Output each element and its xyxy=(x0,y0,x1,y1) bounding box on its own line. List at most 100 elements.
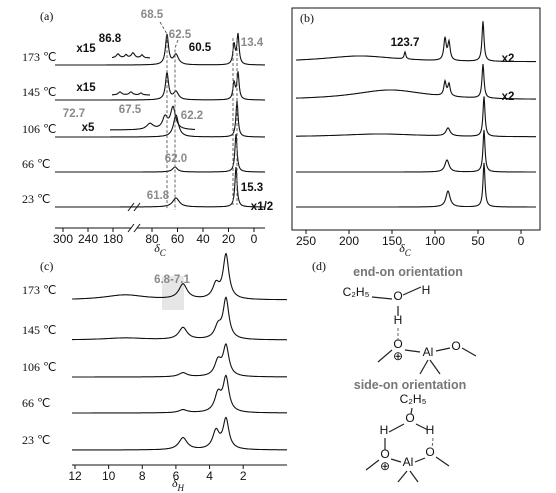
x-tick-label: 50 xyxy=(471,234,485,248)
annotation: x5 xyxy=(82,122,95,134)
annotation: 60.5 xyxy=(189,42,212,54)
atom: O xyxy=(451,339,460,353)
inset-spectrum xyxy=(110,105,195,131)
annotation: 62.2 xyxy=(181,110,203,122)
annotation: x1/2 xyxy=(251,201,273,213)
x-axis-symbol: δ xyxy=(154,241,160,255)
x-axis-label: δC xyxy=(154,241,167,258)
x-tick-label: 4 xyxy=(206,469,213,483)
x-tick-label: 60 xyxy=(171,232,185,246)
spectrum xyxy=(72,252,287,301)
atom: O xyxy=(393,289,402,303)
spectrum xyxy=(55,166,265,208)
annotation: 123.7 xyxy=(391,37,420,49)
atom: Al xyxy=(403,455,414,469)
x-tick-label: 150 xyxy=(382,234,402,248)
spectrum xyxy=(72,374,287,414)
annotation: 13.4 xyxy=(241,37,264,49)
trace-label: 66 ℃ xyxy=(22,396,50,410)
panel-label: (a) xyxy=(40,9,53,23)
bond-dashed xyxy=(431,437,434,450)
x-tick-label: 240 xyxy=(78,232,98,246)
trace-label: 145 ℃ xyxy=(22,85,56,99)
atom: O xyxy=(405,411,414,425)
bond xyxy=(371,286,422,316)
x-axis-label: δH xyxy=(172,476,185,493)
x-axis-label: δC xyxy=(399,241,412,258)
x-tick-label: 0 xyxy=(251,232,258,246)
atom: ⊕ xyxy=(380,459,390,473)
trace-label: 66 ℃ xyxy=(22,157,50,171)
x-axis-subscript: H xyxy=(177,483,185,493)
axis-break xyxy=(127,223,141,233)
annotation: x2 xyxy=(502,91,515,103)
x-axis-subscript: C xyxy=(160,248,167,258)
spectrum xyxy=(72,343,287,378)
x-tick-label: 10 xyxy=(102,469,116,483)
spectrum xyxy=(55,32,265,66)
x-tick-label: 6 xyxy=(173,469,180,483)
bond xyxy=(365,407,450,483)
x-tick-label: 8 xyxy=(139,469,146,483)
x-tick-label: 300 xyxy=(53,232,73,246)
annotation: 6.8-7.1 xyxy=(154,274,190,286)
diagram-title: side-on orientation xyxy=(354,378,467,392)
spectrum xyxy=(55,100,265,138)
highlight-band xyxy=(162,276,184,310)
x-axis-symbol: δ xyxy=(172,476,178,490)
spectrum xyxy=(55,133,265,173)
trace-label: 173 ℃ xyxy=(22,283,56,297)
annotation: 62.0 xyxy=(165,153,187,165)
annotation: x2 xyxy=(502,53,515,65)
annotation: 15.3 xyxy=(241,182,263,194)
trace-label: 23 ℃ xyxy=(22,433,50,447)
annotation: 62.5 xyxy=(169,29,192,41)
atom: O xyxy=(425,445,434,459)
x-tick-label: 40 xyxy=(196,232,210,246)
spectrum xyxy=(296,21,536,63)
annotation: 72.7 xyxy=(63,108,85,120)
x-axis-subscript: C xyxy=(405,248,412,258)
x-tick-label: 180 xyxy=(103,232,123,246)
x-tick-label: 100 xyxy=(425,234,445,248)
spectrum xyxy=(296,162,536,208)
atom: ⊕ xyxy=(393,349,403,363)
annotation: x15 xyxy=(76,82,96,94)
atom: Al xyxy=(423,345,434,359)
trace-label: 173 ℃ xyxy=(22,50,56,64)
inset-spectrum xyxy=(112,91,150,96)
bond xyxy=(377,347,477,375)
annotation: 68.5 xyxy=(141,9,164,21)
atom: H xyxy=(426,423,435,437)
annotation: x15 xyxy=(76,43,96,55)
x-tick-label: 0 xyxy=(518,234,525,248)
x-tick-label: 20 xyxy=(222,232,236,246)
atom: H xyxy=(380,423,389,437)
spectrum xyxy=(55,70,265,101)
panel-label: (d) xyxy=(312,259,326,273)
annotation: 61.8 xyxy=(147,190,170,202)
spectrum xyxy=(296,129,536,173)
atom: H xyxy=(394,313,403,327)
axis-break xyxy=(127,202,141,212)
atom: O xyxy=(393,337,402,351)
spectrum xyxy=(296,64,536,100)
diagram-title: end-on orientation xyxy=(353,265,463,279)
atom: H xyxy=(422,283,431,297)
spectrum xyxy=(296,96,536,138)
guide-line xyxy=(232,38,238,205)
atom: C₂H₅ xyxy=(343,285,370,299)
trace-label: 106 ℃ xyxy=(22,360,56,374)
panel-b-frame xyxy=(291,7,541,231)
trace-label: 23 ℃ xyxy=(22,192,50,206)
atom: C₂H₅ xyxy=(400,392,427,406)
x-tick-label: 12 xyxy=(68,469,82,483)
spectrum xyxy=(72,296,287,341)
panel-label: (c) xyxy=(40,259,53,273)
x-axis-symbol: δ xyxy=(399,241,405,255)
guide-line xyxy=(174,39,179,210)
x-tick-label: 80 xyxy=(145,232,159,246)
annotation: 86.8 xyxy=(99,33,122,45)
